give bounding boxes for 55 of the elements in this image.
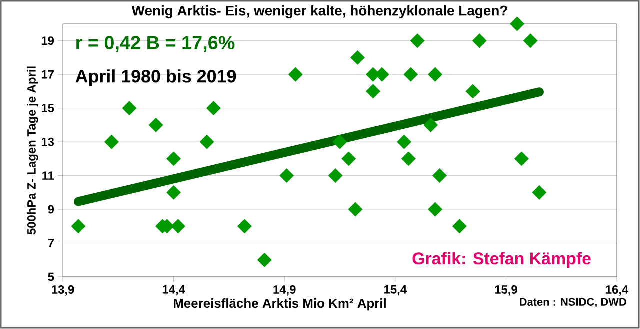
point xyxy=(71,219,86,234)
point xyxy=(404,67,418,82)
point xyxy=(432,168,447,184)
chart-title: Wenig Arktis- Eis, weniger kalte, höhenzyklonale Lagen? xyxy=(132,6,508,19)
point xyxy=(348,202,363,217)
point xyxy=(342,152,356,166)
point xyxy=(523,34,538,48)
point xyxy=(288,67,303,82)
point xyxy=(148,118,164,132)
x-tick-label: 15,4 xyxy=(384,286,407,296)
point xyxy=(366,84,381,99)
y-tick-label: 19 xyxy=(42,36,54,46)
x-tick-label: 13,9 xyxy=(52,286,74,296)
y-tick-label: 15 xyxy=(42,104,54,112)
point xyxy=(428,67,443,82)
point xyxy=(237,219,252,234)
point xyxy=(257,252,272,268)
y-tick-label: 13 xyxy=(42,138,54,146)
y-tick-label: 17 xyxy=(42,70,54,79)
point xyxy=(206,101,221,116)
point xyxy=(397,134,412,150)
y-tick-label: 9 xyxy=(48,205,54,214)
annotation: April 1980 bis 2019 xyxy=(76,70,236,86)
text: Daten : NSIDC, DWD xyxy=(520,298,626,308)
point xyxy=(104,134,120,150)
x-tick-label: 16,4 xyxy=(606,286,629,296)
point xyxy=(452,219,467,234)
point xyxy=(166,185,182,200)
point xyxy=(166,152,182,166)
point xyxy=(350,50,366,66)
y-axis-title: 500hPa Z- Lagen Tage je April xyxy=(27,66,38,235)
point xyxy=(122,101,137,116)
point xyxy=(472,34,487,48)
point xyxy=(200,134,214,150)
point xyxy=(510,16,525,32)
point xyxy=(328,168,343,184)
annotation: r = 0,42 B = 17,6% xyxy=(76,36,235,52)
point xyxy=(532,185,547,200)
annotation: Grafik: Stefan Kämpfe xyxy=(412,252,591,268)
point xyxy=(410,34,425,48)
x-axis-title: Meereisfläche Arktis Mio Km² April xyxy=(174,298,386,311)
y-tick-label: 5 xyxy=(48,272,54,282)
point xyxy=(466,84,480,99)
point xyxy=(170,219,186,234)
x-tick-label: 14,9 xyxy=(274,286,296,296)
y-tick-label: 11 xyxy=(42,172,54,180)
point xyxy=(332,134,348,150)
x-tick-label: 14,4 xyxy=(162,286,186,296)
point xyxy=(280,168,294,184)
y-tick-label: 7 xyxy=(48,239,54,248)
point xyxy=(428,202,443,217)
point xyxy=(424,118,438,132)
x-tick-label: 15,9 xyxy=(495,286,518,296)
point xyxy=(401,152,416,166)
point xyxy=(514,152,529,166)
